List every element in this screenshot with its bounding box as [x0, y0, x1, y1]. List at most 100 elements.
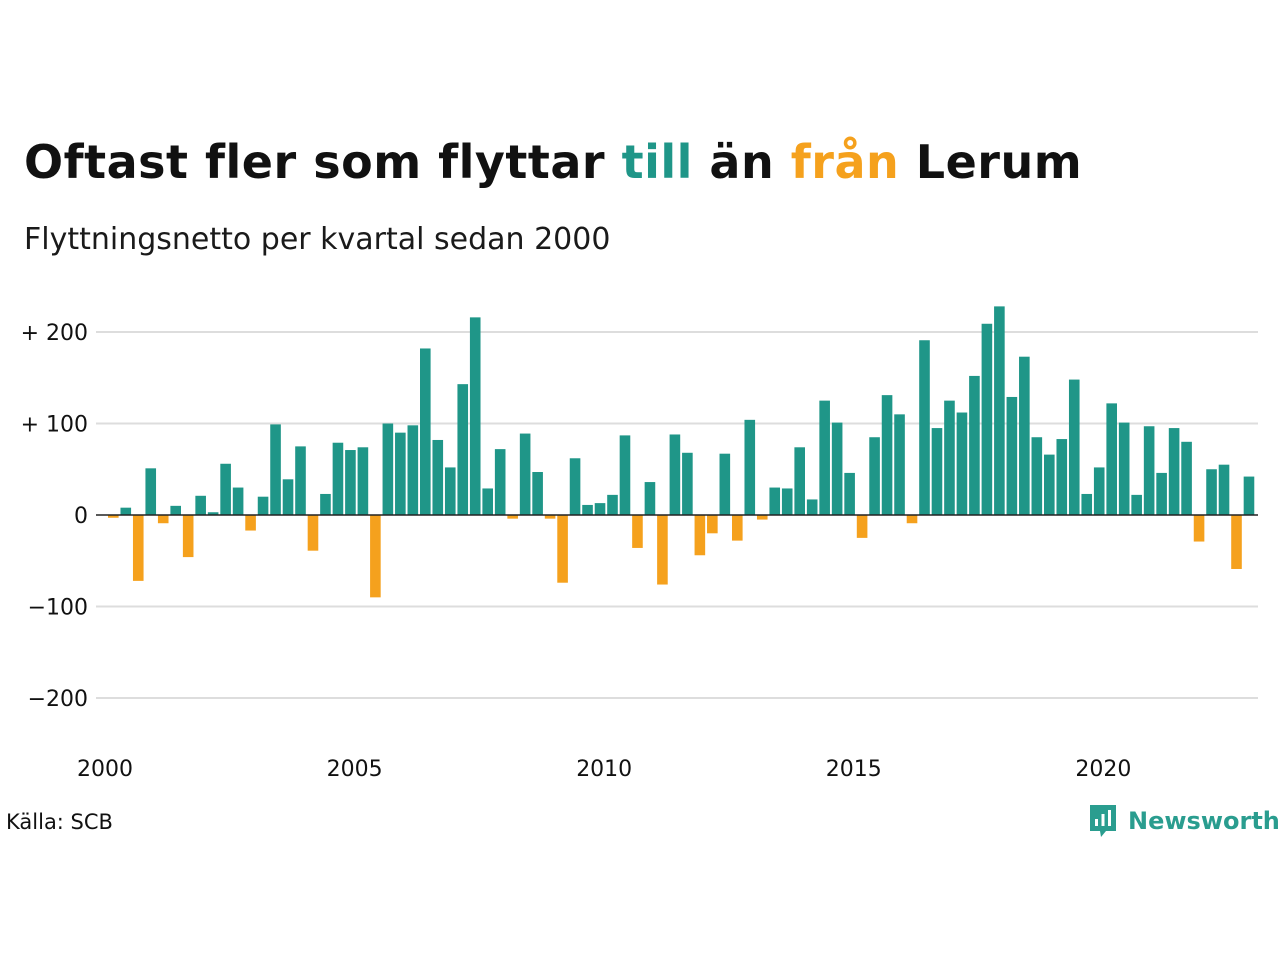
- x-tick-label: 2010: [576, 757, 632, 782]
- bar-2000-k1: [108, 515, 119, 518]
- bar-2020-k2: [1118, 422, 1130, 515]
- bar-2010-k3: [632, 515, 643, 548]
- bar-2019-k2: [1068, 379, 1080, 515]
- bar-2006-k4: [444, 467, 456, 515]
- bar-2011-k1: [657, 515, 668, 585]
- bar-2016-k2: [919, 340, 930, 516]
- bar-2015-k1: [856, 515, 868, 538]
- bar-2019-k3: [1081, 493, 1093, 515]
- bar-2016-k3: [931, 428, 943, 515]
- bar-2006-k1: [407, 425, 419, 515]
- x-tick-label: 2000: [77, 757, 133, 782]
- bar-2009-k2: [569, 458, 581, 515]
- bar-2000-k4: [145, 468, 157, 515]
- bar-2004-k2: [320, 493, 331, 515]
- bar-2008-k1: [507, 515, 518, 519]
- bar-2017-k1: [956, 412, 968, 515]
- bar-2017-k4: [994, 306, 1005, 515]
- bar-2018-k3: [1031, 437, 1043, 516]
- bar-2013-k2: [769, 487, 781, 515]
- bar-2001-k1: [157, 515, 169, 524]
- bar-2018-k2: [1019, 356, 1030, 515]
- bar-2020-k1: [1106, 403, 1117, 515]
- bar-2012-k2: [719, 453, 731, 515]
- bar-2006-k2: [420, 348, 431, 515]
- bar-2003-k1: [257, 496, 269, 515]
- chart-subtitle: Flyttningsnetto per kvartal sedan 2000: [24, 222, 611, 257]
- bar-2013-k1: [756, 515, 768, 520]
- bar-2004-k1: [307, 515, 319, 551]
- bar-2011-k3: [682, 452, 693, 515]
- bar-2000-k3: [132, 515, 144, 581]
- bar-2019-k1: [1056, 439, 1068, 516]
- source-note: Källa: SCB: [6, 810, 113, 834]
- bar-2012-k3: [732, 515, 743, 541]
- bar-2008-k4: [544, 515, 556, 519]
- bar-2020-k4: [1143, 426, 1155, 516]
- bar-2015-k4: [894, 414, 905, 515]
- bar-2012-k1: [707, 515, 718, 534]
- bar-2001-k3: [182, 515, 194, 558]
- bar-2010-k2: [619, 435, 631, 515]
- bar-2018-k1: [1006, 396, 1018, 515]
- title-till: till: [621, 135, 693, 189]
- bar-2008-k3: [532, 472, 543, 516]
- bar-2002-k1: [207, 512, 219, 515]
- y-tick-label: 0: [74, 504, 88, 529]
- logo-text: Newsworthy: [1128, 807, 1280, 835]
- bar-2003-k2: [270, 424, 281, 515]
- bar-2013-k3: [781, 488, 793, 515]
- bar-2018-k4: [1044, 454, 1055, 515]
- y-tick-label: −100: [28, 596, 88, 621]
- x-tick-label: 2020: [1075, 757, 1131, 782]
- bar-2012-k4: [744, 419, 756, 515]
- grid-lines: [96, 331, 1258, 699]
- bar-2022-k2: [1218, 464, 1230, 516]
- bar-2021-k2: [1168, 428, 1180, 515]
- newsworthy-logo: Newsworthy: [1088, 803, 1280, 839]
- bar-2007-k4: [494, 449, 506, 515]
- bar-2002-k2: [220, 463, 231, 515]
- bar-2006-k3: [432, 439, 444, 515]
- bar-2005-k4: [395, 432, 406, 515]
- bar-2013-k4: [794, 447, 805, 515]
- bar-2009-k3: [582, 504, 593, 516]
- bar-2005-k1: [357, 447, 369, 515]
- y-axis-ticks: + 200 + 100 0 −100 −200: [21, 321, 88, 712]
- bar-2011-k4: [694, 515, 706, 556]
- title-fran: från: [790, 135, 900, 189]
- bar-2000-k2: [120, 507, 132, 515]
- bar-2015-k2: [869, 437, 880, 516]
- bar-2005-k2: [370, 515, 381, 598]
- bar-2021-k1: [1156, 472, 1167, 515]
- bar-2022-k3: [1231, 515, 1242, 569]
- newsworthy-chart-icon: [1090, 805, 1116, 837]
- bar-2021-k3: [1181, 441, 1192, 515]
- bar-2017-k2: [969, 375, 980, 515]
- title-part-3: än: [692, 135, 791, 189]
- bar-2010-k1: [607, 494, 618, 515]
- bar-2002-k4: [245, 515, 256, 531]
- y-tick-label: + 100: [21, 413, 88, 438]
- bars: [108, 306, 1255, 598]
- bar-2021-k4: [1193, 515, 1205, 542]
- bar-2007-k2: [469, 317, 481, 515]
- title-part-1: Oftast fler som flyttar: [24, 135, 622, 189]
- bar-2004-k4: [345, 450, 356, 515]
- bar-2004-k3: [332, 442, 344, 515]
- bar-2015-k3: [881, 395, 893, 515]
- title-part-5: Lerum: [899, 135, 1083, 189]
- bar-2011-k2: [669, 434, 681, 515]
- bar-2014-k3: [831, 422, 843, 515]
- bar-2014-k1: [806, 499, 818, 515]
- bar-2009-k4: [594, 503, 606, 515]
- bar-2005-k3: [382, 423, 394, 515]
- bar-2010-k4: [644, 482, 656, 515]
- bar-2016-k4: [944, 400, 955, 516]
- bar-2001-k2: [170, 505, 181, 515]
- x-axis-ticks: 2000 2005 2010 2015 2020: [77, 757, 1131, 782]
- y-tick-label: + 200: [21, 321, 88, 346]
- x-tick-label: 2015: [826, 757, 882, 782]
- bar-2002-k3: [232, 487, 244, 515]
